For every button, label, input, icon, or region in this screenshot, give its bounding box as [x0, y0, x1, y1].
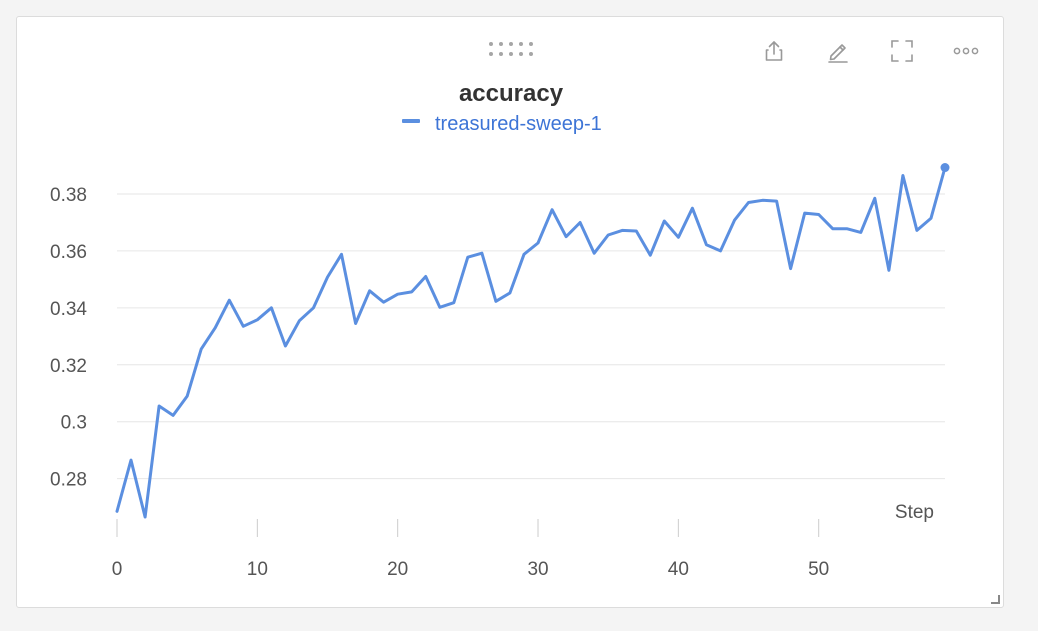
- fullscreen-icon: [891, 40, 913, 62]
- chart-panel: accuracy treasured-sweep-1 0.28 0.3 0.32 0.…: [16, 16, 1004, 608]
- x-tick-label: 0: [112, 559, 123, 580]
- series-line[interactable]: [115, 166, 947, 519]
- y-tick-label: 0.32: [50, 356, 87, 377]
- share-button[interactable]: [758, 35, 790, 67]
- legend: treasured-sweep-1: [402, 113, 602, 135]
- x-axis-label: Step: [895, 502, 934, 523]
- x-tick-label: 50: [808, 559, 829, 580]
- chart-title: accuracy: [459, 80, 564, 107]
- more-icon: [953, 47, 979, 55]
- x-tick-label: 40: [668, 559, 689, 580]
- fullscreen-button[interactable]: [886, 35, 918, 67]
- more-options-button[interactable]: [950, 35, 982, 67]
- x-tick-label: 10: [247, 559, 268, 580]
- x-tick-label: 20: [387, 559, 408, 580]
- series-endpoint-marker[interactable]: [940, 163, 950, 173]
- share-icon: [765, 41, 783, 61]
- x-tick-label: 30: [527, 559, 548, 580]
- y-tick-label: 0.3: [61, 413, 87, 434]
- y-tick-label: 0.36: [50, 242, 87, 263]
- edit-icon: [828, 44, 848, 63]
- line-chart: accuracy treasured-sweep-1 0.28 0.3 0.32 0.…: [50, 80, 950, 580]
- edit-button[interactable]: [822, 35, 854, 67]
- y-tick-label: 0.38: [50, 185, 87, 206]
- y-tick-label: 0.34: [50, 299, 87, 320]
- legend-swatch: [402, 119, 420, 123]
- legend-label[interactable]: treasured-sweep-1: [435, 113, 602, 135]
- drag-handle-icon[interactable]: [485, 39, 533, 59]
- resize-handle-icon[interactable]: [989, 593, 1001, 605]
- y-tick-label: 0.28: [50, 470, 87, 491]
